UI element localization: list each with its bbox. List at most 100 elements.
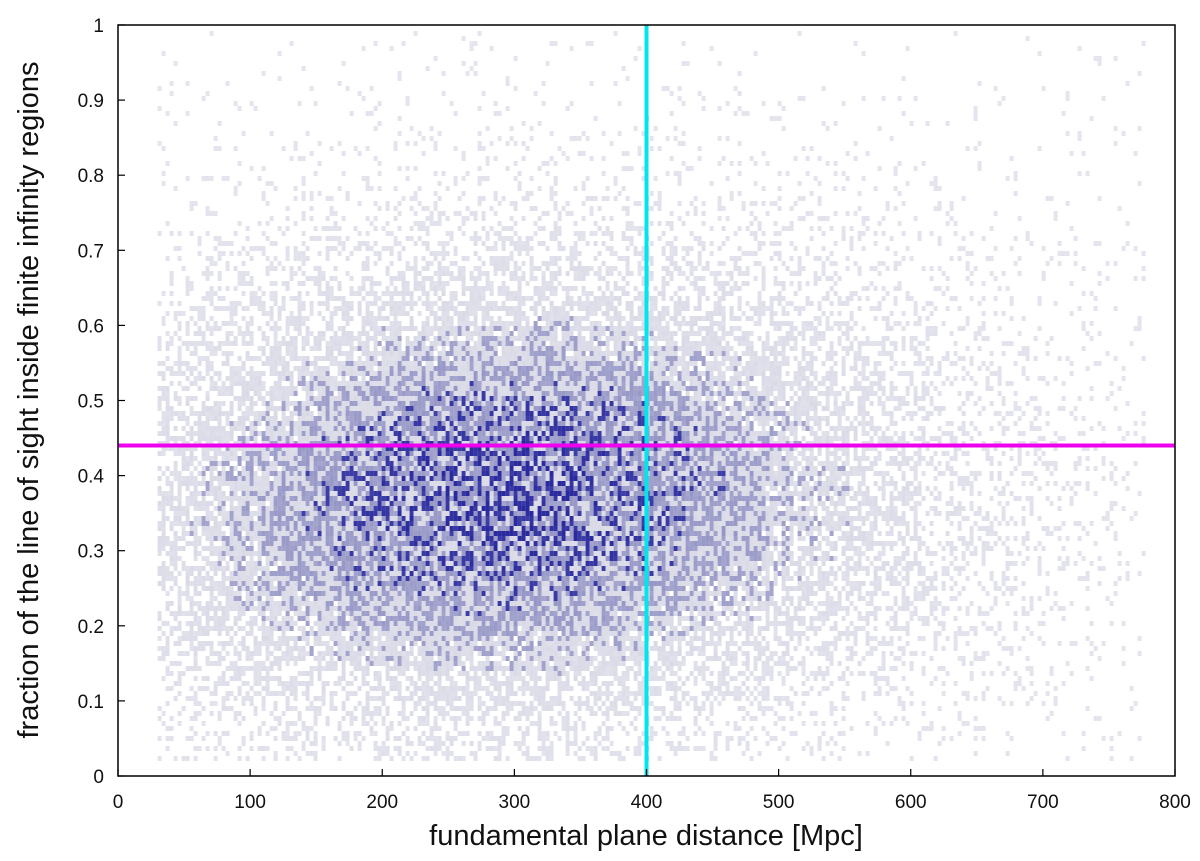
heatmap-cell <box>294 481 298 486</box>
heatmap-cell <box>286 461 290 466</box>
heatmap-cell <box>194 621 198 626</box>
heatmap-cell <box>422 646 426 651</box>
heatmap-cell <box>302 571 306 576</box>
heatmap-cell <box>302 526 306 531</box>
heatmap-cell <box>358 656 362 661</box>
heatmap-cell <box>326 391 330 396</box>
heatmap-cell <box>350 396 354 401</box>
heatmap-cell <box>262 191 266 196</box>
heatmap-cell <box>358 396 362 401</box>
heatmap-cell <box>266 681 270 686</box>
heatmap-cell <box>430 381 434 386</box>
heatmap-cell <box>390 531 394 536</box>
heatmap-cell <box>294 386 298 391</box>
heatmap-cell <box>366 146 370 151</box>
heatmap-cell <box>186 376 190 381</box>
heatmap-cell <box>422 556 426 561</box>
heatmap-cell <box>242 416 246 421</box>
heatmap-cell <box>266 656 270 661</box>
heatmap-cell <box>226 436 230 441</box>
heatmap-cell <box>358 496 362 501</box>
heatmap-cell <box>362 536 366 541</box>
heatmap-cell <box>218 526 222 531</box>
heatmap-cell <box>262 396 266 401</box>
heatmap-cell <box>362 581 366 586</box>
heatmap-cell <box>206 746 210 751</box>
heatmap-cell <box>402 611 406 616</box>
heatmap-cell <box>278 461 282 466</box>
heatmap-cell <box>210 596 214 601</box>
heatmap-cell <box>342 581 346 586</box>
heatmap-cell <box>234 456 238 461</box>
heatmap-cell <box>334 346 338 351</box>
heatmap-cell <box>402 501 406 506</box>
heatmap-cell <box>318 266 322 271</box>
heatmap-cell <box>314 641 318 646</box>
heatmap-cell <box>166 601 170 606</box>
heatmap-cell <box>266 416 270 421</box>
heatmap-cell <box>330 511 334 516</box>
heatmap-cell <box>190 456 194 461</box>
heatmap-cell <box>262 491 266 496</box>
heatmap-cell <box>426 396 430 401</box>
heatmap-cell <box>234 301 238 306</box>
heatmap-cell <box>330 546 334 551</box>
heatmap-cell <box>338 326 342 331</box>
heatmap-cell <box>390 586 394 591</box>
heatmap-cell <box>302 426 306 431</box>
heatmap-cell <box>330 431 334 436</box>
heatmap-cell <box>378 436 382 441</box>
heatmap-cell <box>234 566 238 571</box>
heatmap-cell <box>258 611 262 616</box>
heatmap-cell <box>282 616 286 621</box>
heatmap-cell <box>190 476 194 481</box>
heatmap-cell <box>426 581 430 586</box>
heatmap-cell <box>314 511 318 516</box>
heatmap-cell <box>282 461 286 466</box>
heatmap-cell <box>382 546 386 551</box>
heatmap-cell <box>182 466 186 471</box>
heatmap-cell <box>362 616 366 621</box>
heatmap-cell <box>342 561 346 566</box>
heatmap-cell <box>398 276 402 281</box>
heatmap-cell <box>226 386 230 391</box>
heatmap-cell <box>178 231 182 236</box>
heatmap-cell <box>254 606 258 611</box>
heatmap-cell <box>186 421 190 426</box>
heatmap-cell <box>322 466 326 471</box>
heatmap-cell <box>190 286 194 291</box>
heatmap-cell <box>278 681 282 686</box>
heatmap-cell <box>182 436 186 441</box>
heatmap-cell <box>378 481 382 486</box>
heatmap-cell <box>390 511 394 516</box>
heatmap-cell <box>366 601 370 606</box>
heatmap-cell <box>354 516 358 521</box>
heatmap-cell <box>314 336 318 341</box>
heatmap-cell <box>250 556 254 561</box>
heatmap-cell <box>406 326 410 331</box>
heatmap-cell <box>386 691 390 696</box>
heatmap-cell <box>410 206 414 211</box>
heatmap-cell <box>430 591 434 596</box>
heatmap-cell <box>354 656 358 661</box>
heatmap-cell <box>358 646 362 651</box>
heatmap-cell <box>366 656 370 661</box>
heatmap-cell <box>334 496 338 501</box>
heatmap-cell <box>410 296 414 301</box>
heatmap-cell <box>378 591 382 596</box>
heatmap-cell <box>318 671 322 676</box>
heatmap-cell <box>374 531 378 536</box>
heatmap-cell <box>262 431 266 436</box>
heatmap-cell <box>278 451 282 456</box>
heatmap-cell <box>306 361 310 366</box>
heatmap-cell <box>390 611 394 616</box>
heatmap-cell <box>270 576 274 581</box>
heatmap-cell <box>430 516 434 521</box>
heatmap-cell <box>414 141 418 146</box>
heatmap-cell <box>254 451 258 456</box>
heatmap-cell <box>238 556 242 561</box>
heatmap-cell <box>366 426 370 431</box>
heatmap-cell <box>294 751 298 756</box>
heatmap-cell <box>234 576 238 581</box>
heatmap-cell <box>190 646 194 651</box>
